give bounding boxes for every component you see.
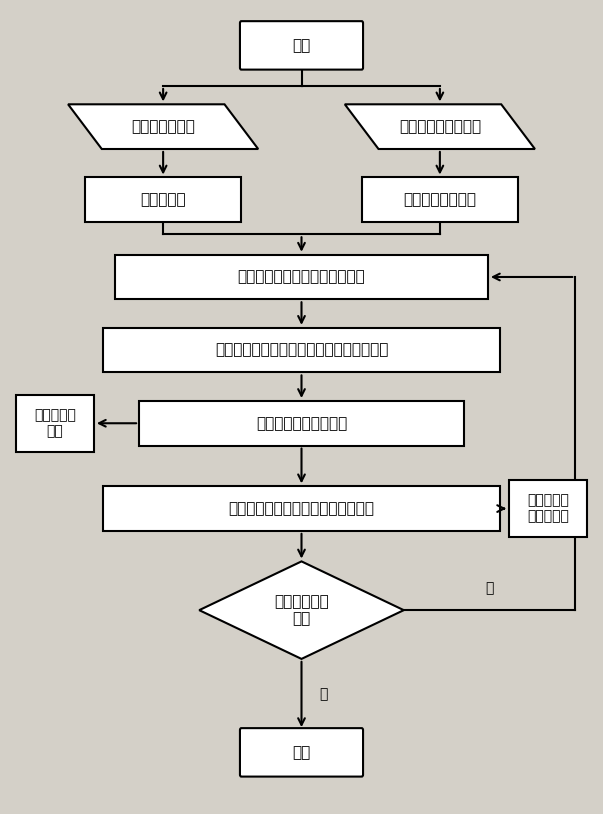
Text: 有限差分网格模型: 有限差分网格模型: [403, 192, 476, 208]
FancyBboxPatch shape: [103, 328, 500, 373]
Text: 计算耦合边界有限差分单元节点受力: 计算耦合边界有限差分单元节点受力: [229, 501, 374, 516]
FancyBboxPatch shape: [85, 177, 241, 222]
Polygon shape: [68, 104, 258, 149]
Text: 计算颗粒与有限差分网格重叠量、相对速度: 计算颗粒与有限差分网格重叠量、相对速度: [215, 343, 388, 357]
FancyBboxPatch shape: [103, 486, 500, 531]
Text: 确定有限差分网格边界接触颗粒: 确定有限差分网格边界接触颗粒: [238, 269, 365, 284]
Text: 输入有限差分法参数: 输入有限差分法参数: [399, 119, 481, 134]
Text: 是: 是: [320, 688, 328, 702]
FancyBboxPatch shape: [240, 21, 363, 70]
Text: 颗粒流模型: 颗粒流模型: [140, 192, 186, 208]
FancyBboxPatch shape: [16, 395, 94, 452]
Polygon shape: [199, 562, 404, 659]
Text: 有限差分网
格模块计算: 有限差分网 格模块计算: [527, 493, 569, 523]
Text: 否: 否: [485, 581, 494, 596]
Text: 开始: 开始: [292, 38, 311, 53]
FancyBboxPatch shape: [139, 401, 464, 445]
Polygon shape: [345, 104, 535, 149]
FancyBboxPatch shape: [240, 729, 363, 777]
Text: 颗粒流模块
计算: 颗粒流模块 计算: [34, 408, 76, 439]
FancyBboxPatch shape: [362, 177, 518, 222]
Text: 模型是否达到
平衡: 模型是否达到 平衡: [274, 594, 329, 626]
Text: 计算耦合边界颗粒受力: 计算耦合边界颗粒受力: [256, 416, 347, 431]
FancyBboxPatch shape: [509, 480, 587, 537]
Text: 输入颗粒流参数: 输入颗粒流参数: [131, 119, 195, 134]
Text: 结束: 结束: [292, 745, 311, 759]
FancyBboxPatch shape: [115, 255, 488, 300]
